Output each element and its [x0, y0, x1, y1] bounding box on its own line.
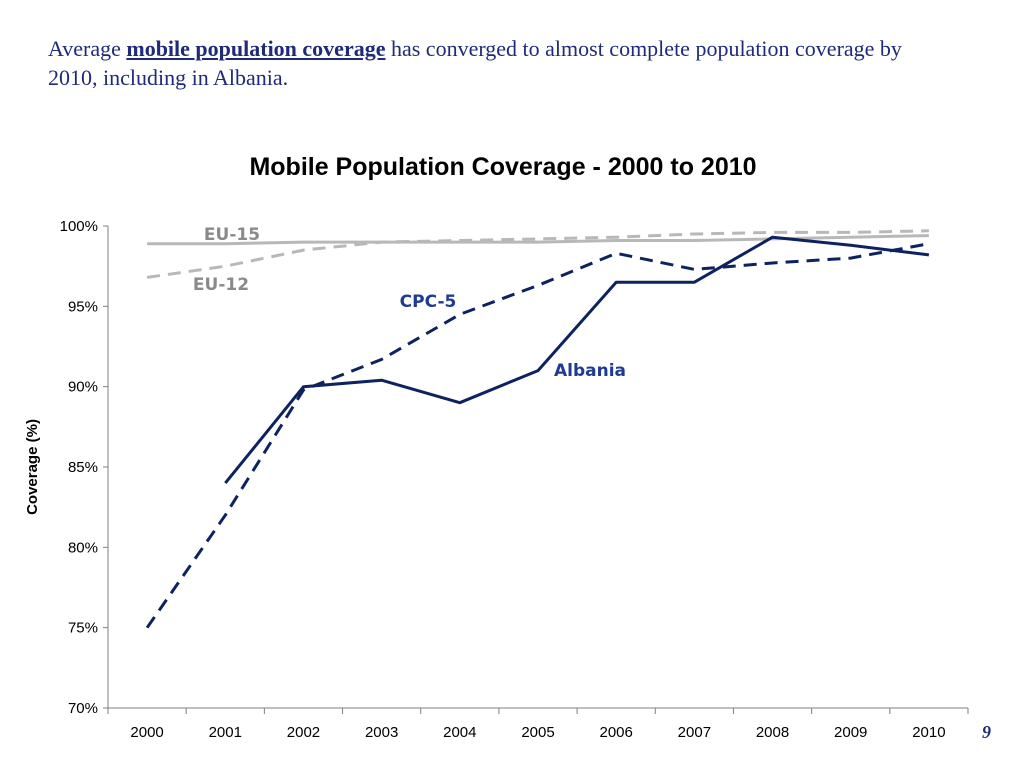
x-tick-label: 2004	[443, 724, 476, 741]
x-tick-label: 2009	[834, 724, 867, 741]
x-tick-label: 2001	[209, 724, 242, 741]
x-tick-label: 2010	[912, 724, 945, 741]
series-label-eu-15: EU-15	[204, 225, 260, 245]
series-label-cpc-5: CPC-5	[400, 292, 457, 312]
slide-headline: Average mobile population coverage has c…	[48, 34, 948, 92]
series-line-eu-12	[146, 229, 929, 279]
series-label-eu-12: EU-12	[193, 275, 249, 295]
x-tick-label: 2008	[756, 724, 789, 741]
chart-title: Mobile Population Coverage - 2000 to 201…	[249, 153, 756, 181]
y-tick-label: 75%	[68, 620, 98, 637]
series-line-albania	[224, 235, 930, 485]
x-tick-label: 2005	[521, 724, 554, 741]
y-tick-label: 100%	[60, 218, 98, 235]
series-line-eu-15	[147, 234, 929, 246]
y-tick-label: 70%	[68, 700, 98, 717]
x-tick-label: 2002	[287, 724, 320, 741]
x-tick-label: 2000	[130, 724, 163, 741]
headline-post: has converged to almost complete populat…	[48, 36, 902, 90]
page-number: 9	[982, 722, 991, 742]
headline-pre: Average	[48, 36, 121, 61]
series-line-cpc-5	[145, 242, 930, 629]
headline-emphasis: mobile population coverage	[126, 36, 386, 61]
x-tick-label: 2006	[599, 724, 632, 741]
x-tick-label: 2007	[678, 724, 711, 741]
y-tick-label: 80%	[68, 539, 98, 556]
series-label-albania: Albania	[554, 361, 626, 381]
x-tick-label: 2003	[365, 724, 398, 741]
y-tick-label: 85%	[68, 459, 98, 476]
y-tick-label: 95%	[68, 298, 98, 315]
y-tick-label: 90%	[68, 379, 98, 396]
y-axis-title: Coverage (%)	[24, 419, 41, 515]
